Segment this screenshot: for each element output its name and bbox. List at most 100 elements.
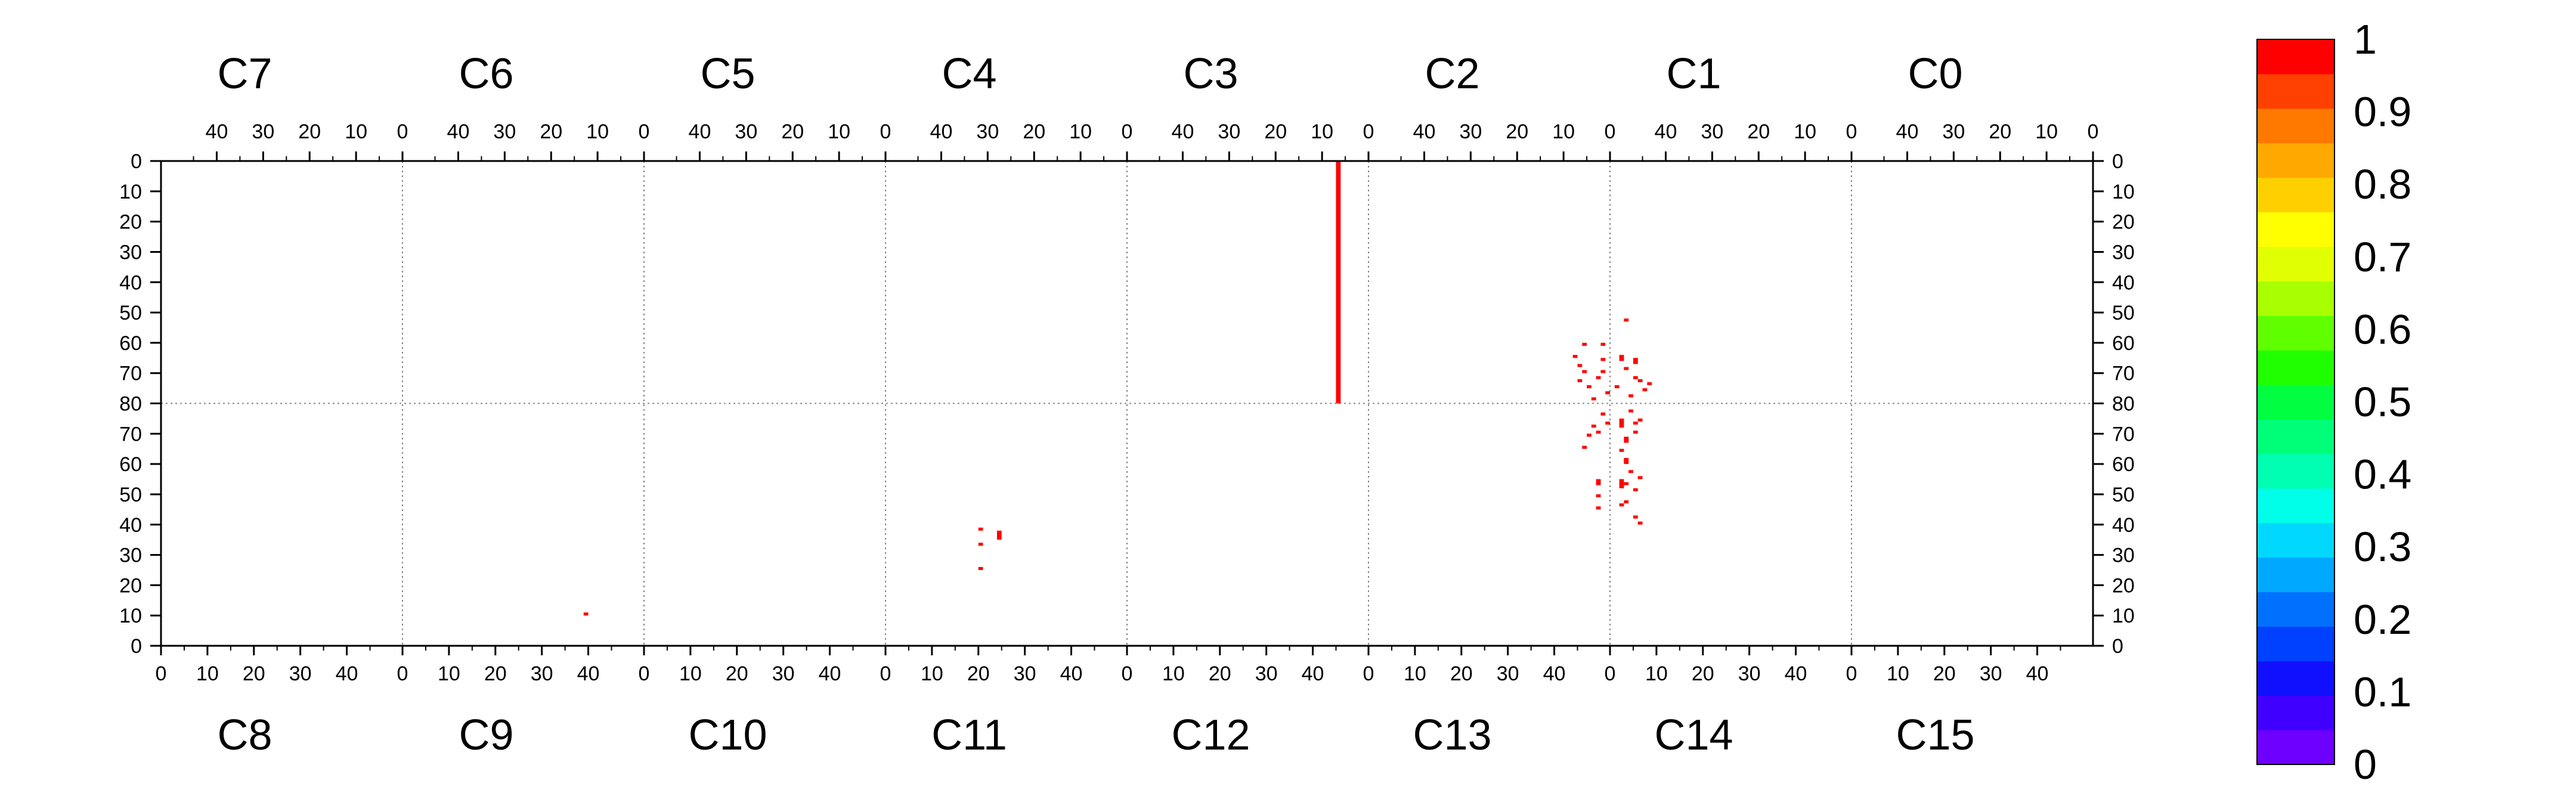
colorbar-tick-label: 0.5 <box>2354 379 2411 425</box>
colorbar-segment <box>2257 315 2334 351</box>
colorbar-tick-label: 0.1 <box>2354 668 2411 715</box>
bottom-x-tick-label: 10 <box>1645 662 1668 685</box>
colorbar-segment <box>2257 730 2334 765</box>
colorbar-segment <box>2257 143 2334 178</box>
top-x-tick-label: 0 <box>880 120 891 143</box>
colorbar-segment <box>2257 385 2334 420</box>
hit-marker <box>996 530 1002 540</box>
hit-marker <box>1633 421 1638 425</box>
axis-labels: 40 30 20 10 0 0 10 20 30 40 40 30 20 10 0 0 10 20 30 40 40 30… <box>119 120 2135 685</box>
bottom-x-tick-label: 20 <box>1933 662 1956 685</box>
colorbar-segment <box>2257 246 2334 281</box>
top-x-tick-label: 40 <box>206 120 228 143</box>
top-x-tick-label: 0 <box>1363 120 1374 143</box>
hit-marker <box>1624 500 1629 504</box>
left-y-tick-label: 70 <box>119 423 142 445</box>
top-x-tick-label: 10 <box>1552 120 1575 143</box>
top-x-tick-label: 30 <box>1942 120 1965 143</box>
colorbar-segment <box>2257 661 2334 696</box>
left-y-tick-label: 80 <box>119 393 142 416</box>
top-x-tick-label: 30 <box>493 120 516 143</box>
hit-marker <box>1600 342 1606 346</box>
left-y-tick-label: 0 <box>131 635 142 658</box>
right-y-tick-label: 30 <box>2112 544 2135 567</box>
colorbar-segment <box>2257 73 2334 109</box>
top-x-tick-label: 20 <box>298 120 321 143</box>
colorbar-tick-label: 0 <box>2354 741 2377 788</box>
bottom-x-tick-label: 10 <box>438 662 460 685</box>
hit-marker <box>1587 385 1592 389</box>
left-y-tick-label: 60 <box>119 453 142 476</box>
hit-marker <box>1600 370 1606 373</box>
hit-marker <box>1582 370 1587 373</box>
left-y-tick-label: 50 <box>119 484 142 506</box>
hit-marker <box>583 612 589 616</box>
hit-marker <box>1624 436 1629 443</box>
colorbar-segment <box>2257 419 2334 454</box>
left-y-tick-label: 30 <box>119 544 142 567</box>
right-y-tick-label: 70 <box>2112 423 2135 445</box>
colorbar-segment <box>2257 108 2334 144</box>
colorbar-segment <box>2257 39 2334 75</box>
left-y-tick-label: 50 <box>119 302 142 324</box>
colorbar-tick-label: 0.8 <box>2354 161 2411 208</box>
hit-marker <box>1637 418 1643 422</box>
top-x-tick-label: 0 <box>1846 120 1857 143</box>
right-y-tick-label: 20 <box>2112 574 2135 597</box>
bottom-x-tick-label: 20 <box>484 662 507 685</box>
top-chip-label: C3 <box>1183 50 1238 98</box>
colorbar-tick-label: 0.9 <box>2354 89 2411 135</box>
top-x-tick-label: 0 <box>2088 120 2099 143</box>
bottom-x-tick-label: 40 <box>1785 662 1807 685</box>
hit-marker <box>1633 376 1638 379</box>
bottom-chip-label: C9 <box>459 711 513 759</box>
hit-marker <box>1605 421 1610 425</box>
left-y-tick-label: 30 <box>119 241 142 264</box>
bottom-x-tick-label: 30 <box>1014 662 1036 685</box>
top-chip-label: C5 <box>700 50 755 98</box>
top-x-tick-label: 40 <box>930 120 953 143</box>
bottom-chip-label: C15 <box>1896 711 1974 759</box>
colorbar-segment <box>2257 522 2334 558</box>
bottom-chip-label: C11 <box>931 711 1007 759</box>
top-x-tick-label: 10 <box>828 120 850 143</box>
top-x-tick-label: 20 <box>540 120 562 143</box>
hit-marker <box>1619 503 1624 507</box>
hit-marker <box>978 527 983 531</box>
hit-marker <box>1633 488 1638 491</box>
hit-marker <box>1637 476 1643 479</box>
top-x-tick-label: 20 <box>1264 120 1287 143</box>
bottom-x-tick-label: 30 <box>1497 662 1519 685</box>
hit-marker <box>1647 382 1652 386</box>
hit-marker <box>1582 445 1587 449</box>
top-x-tick-label: 0 <box>639 120 650 143</box>
bottom-x-tick-label: 30 <box>289 662 312 685</box>
bottom-x-tick-label: 0 <box>1363 662 1374 685</box>
hit-marker <box>1596 376 1601 379</box>
top-x-tick-label: 30 <box>735 120 757 143</box>
colorbar-tick-label: 0.4 <box>2354 451 2411 498</box>
right-y-tick-label: 40 <box>2112 514 2135 537</box>
bottom-chip-label: C10 <box>688 711 767 759</box>
top-x-tick-label: 40 <box>1413 120 1436 143</box>
hit-marker <box>1642 388 1648 392</box>
hit-marker <box>1624 457 1629 465</box>
hit-marker <box>1596 494 1601 498</box>
hit-marker <box>1624 318 1629 322</box>
hit-marker <box>1628 394 1633 398</box>
right-y-tick-label: 50 <box>2112 484 2135 506</box>
colorbar-segment <box>2257 350 2334 385</box>
bottom-x-tick-label: 20 <box>1209 662 1231 685</box>
hit-marker <box>1600 358 1606 361</box>
colorbar-segment <box>2257 453 2334 489</box>
right-y-tick-label: 60 <box>2112 332 2135 355</box>
bottom-x-tick-label: 0 <box>880 662 891 685</box>
colorbar: 0 0.1 0.2 0.3 0.4 0.5 0.6 0.7 0.8 0.9 1 <box>2256 16 2411 788</box>
colorbar-tick-label: 0.3 <box>2354 524 2411 570</box>
hit-marker <box>1637 379 1643 382</box>
right-y-tick-label: 0 <box>2112 635 2123 658</box>
top-x-tick-label: 20 <box>1023 120 1045 143</box>
bottom-chip-label: C12 <box>1171 711 1250 759</box>
top-x-tick-label: 10 <box>345 120 367 143</box>
